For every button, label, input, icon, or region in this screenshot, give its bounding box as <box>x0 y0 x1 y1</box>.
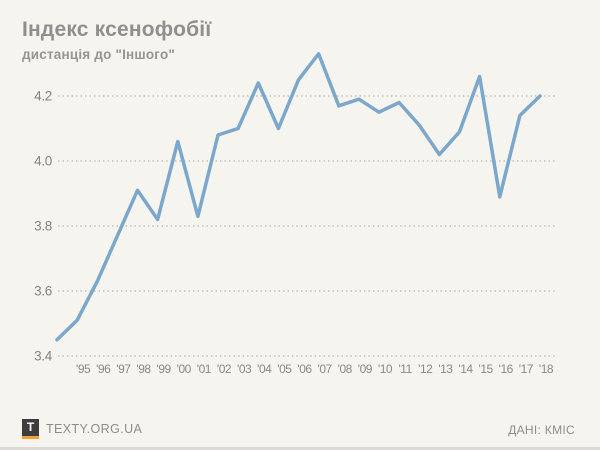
chart-title: Індекс ксенофобії <box>22 18 212 41</box>
texty-logo: T <box>22 419 39 439</box>
x-tick-label: '16 <box>499 362 514 376</box>
footer: T TEXTY.ORG.UA ДАНІ: КМІС <box>0 419 600 441</box>
x-tick-label: '01 <box>197 362 212 376</box>
x-tick-label: '03 <box>237 362 252 376</box>
x-tick-label: '04 <box>257 362 272 376</box>
x-tick-label: '97 <box>116 362 131 376</box>
y-tick-label: 3.4 <box>34 349 53 364</box>
x-tick-label: '09 <box>358 362 373 376</box>
site-name: TEXTY.ORG.UA <box>46 422 143 436</box>
x-tick-label: '08 <box>338 362 353 376</box>
x-tick-label: '02 <box>217 362 232 376</box>
x-tick-label: '00 <box>177 362 192 376</box>
x-tick-label: '13 <box>438 362 453 376</box>
x-tick-label: '10 <box>378 362 393 376</box>
y-tick-label: 3.8 <box>34 219 52 234</box>
x-tick-label: '14 <box>458 362 473 376</box>
x-tick-label: '99 <box>157 362 172 376</box>
index-line <box>55 52 542 342</box>
data-source: ДАНІ: КМІС <box>508 423 575 437</box>
x-tick-label: '17 <box>519 362 534 376</box>
y-tick-label: 4.2 <box>34 89 52 104</box>
x-tick-label: '15 <box>479 362 494 376</box>
x-tick-label: '07 <box>318 362 333 376</box>
x-tick-label: '06 <box>297 362 312 376</box>
x-tick-label: '12 <box>418 362 433 376</box>
x-tick-label: '18 <box>539 362 554 376</box>
x-tick-label: '96 <box>96 362 111 376</box>
x-tick-label: '95 <box>76 362 91 376</box>
chart-header: Індекс ксенофобії дистанція до "Іншого" <box>22 18 211 62</box>
x-tick-label: '98 <box>136 362 151 376</box>
y-tick-label: 4.0 <box>34 154 52 169</box>
chart-subtitle: дистанція до "Іншого" <box>22 47 175 62</box>
x-tick-label: '11 <box>399 362 413 376</box>
y-tick-label: 3.6 <box>34 284 52 299</box>
x-tick-label: '05 <box>277 362 292 376</box>
